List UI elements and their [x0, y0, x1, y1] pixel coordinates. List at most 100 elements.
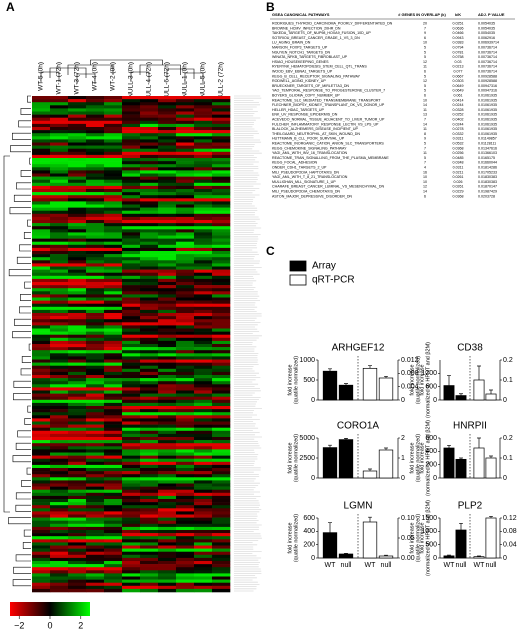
heatmap-cell [32, 325, 51, 329]
heatmap-cell [68, 344, 87, 348]
heatmap-cell [158, 148, 177, 153]
table-cell: 0.00736714 [478, 69, 497, 73]
heatmap-cell [140, 406, 159, 410]
heatmap-cell [32, 455, 51, 459]
heatmap-cell [86, 235, 105, 239]
heatmap-cell [68, 179, 87, 184]
dendrogram-branch [23, 529, 31, 537]
heatmap-cell [176, 223, 195, 227]
heatmap-cell [122, 285, 141, 289]
heatmap-cell [122, 309, 141, 314]
heatmap-cell [122, 337, 141, 342]
table-cell: 0.0368 [453, 146, 464, 150]
heatmap-cell [32, 359, 51, 363]
heatmap-cell [32, 344, 51, 348]
heatmap-cell [32, 232, 51, 236]
heatmap-cell [104, 458, 123, 463]
heatmap-cell [68, 241, 87, 246]
heatmap-cell [68, 247, 87, 252]
heatmap-cell [86, 272, 105, 277]
heatmap-cell [176, 514, 195, 518]
heatmap-cell [194, 381, 213, 385]
heatmap-cell [32, 176, 51, 180]
heatmap-cell [86, 154, 105, 159]
heatmap-cell [86, 303, 105, 308]
heatmap-cell [68, 582, 87, 587]
heatmap-cell [50, 530, 69, 534]
heatmap-cell [158, 505, 177, 509]
heatmap-cell [176, 526, 195, 531]
heatmap-cell [176, 356, 195, 360]
heatmap-cell [86, 458, 105, 463]
heatmap-cell [104, 198, 123, 202]
heatmap-cell [32, 505, 51, 509]
heatmap-cell [104, 313, 123, 317]
table-cell: BROWNE_HCMV_INFECTION_20HR_DN [272, 26, 341, 30]
heatmap-cell [194, 350, 213, 354]
heatmap-cell [86, 229, 105, 233]
y-tick-label: 2500 [299, 455, 315, 462]
table-cell: 0.0636 [453, 26, 464, 30]
heatmap-cell [122, 514, 141, 518]
heatmap-cell [176, 508, 195, 512]
heatmap-cell [194, 306, 213, 311]
heatmap-cell [122, 344, 141, 348]
heatmap-cell [86, 375, 105, 379]
heatmap-cell [104, 130, 123, 134]
heatmap-cell [86, 393, 105, 397]
heatmap-cell [194, 229, 213, 233]
heatmap-cell [158, 452, 177, 456]
error-bar [384, 375, 388, 378]
heatmap-cell [68, 570, 87, 574]
heatmap-cell [140, 511, 159, 515]
bar [378, 555, 394, 559]
heatmap-cell [176, 102, 195, 106]
heatmap-cell [68, 325, 87, 329]
panel-label: A [6, 0, 15, 14]
heatmap-cell [122, 108, 141, 112]
heatmap-cell [68, 328, 87, 332]
heatmap-cell [50, 275, 69, 280]
heatmap-cell [104, 375, 123, 379]
heatmap-cell [86, 387, 105, 391]
heatmap-cell [32, 508, 51, 512]
heatmap-cell [140, 272, 159, 277]
heatmap-cell [122, 579, 141, 583]
heatmap-cell [86, 161, 105, 165]
heatmap-cell [86, 201, 105, 205]
heatmap-cell [140, 412, 159, 416]
heatmap-cell [32, 294, 51, 298]
heatmap-cell [104, 185, 123, 190]
error-bar [328, 444, 332, 448]
heatmap-cell [194, 164, 213, 168]
heatmap-cell [104, 399, 123, 404]
heatmap-cell [86, 331, 105, 335]
chart-title: ARHGEF12 [332, 343, 385, 354]
heatmap-cell [86, 455, 105, 459]
heatmap-cell [212, 371, 231, 376]
heatmap-cell [68, 526, 87, 531]
heatmap-cell [86, 291, 105, 295]
heatmap-cell [194, 294, 213, 298]
heatmap-cell [68, 207, 87, 211]
heatmap-cell [158, 127, 177, 131]
heatmap-cell [68, 173, 87, 177]
heatmap-cell [176, 161, 195, 165]
heatmap-cell [194, 328, 213, 332]
heatmap-cell [86, 582, 105, 587]
heatmap-cell [104, 161, 123, 165]
heatmap-cell [158, 303, 177, 308]
heatmap-cell [50, 257, 69, 261]
heatmap-cell [104, 452, 123, 456]
y2-tick-label: 0.05 [401, 535, 415, 542]
heatmap-cell [32, 297, 51, 301]
heatmap-cell [158, 154, 177, 159]
heatmap-cell [104, 378, 123, 382]
heatmap-cell [32, 536, 51, 540]
heatmap-cell [68, 396, 87, 401]
heatmap-cell [212, 468, 231, 472]
heatmap-cell [86, 567, 105, 571]
heatmap-cell [122, 340, 141, 345]
heatmap-cell [212, 108, 231, 112]
heatmap-cell [122, 275, 141, 280]
